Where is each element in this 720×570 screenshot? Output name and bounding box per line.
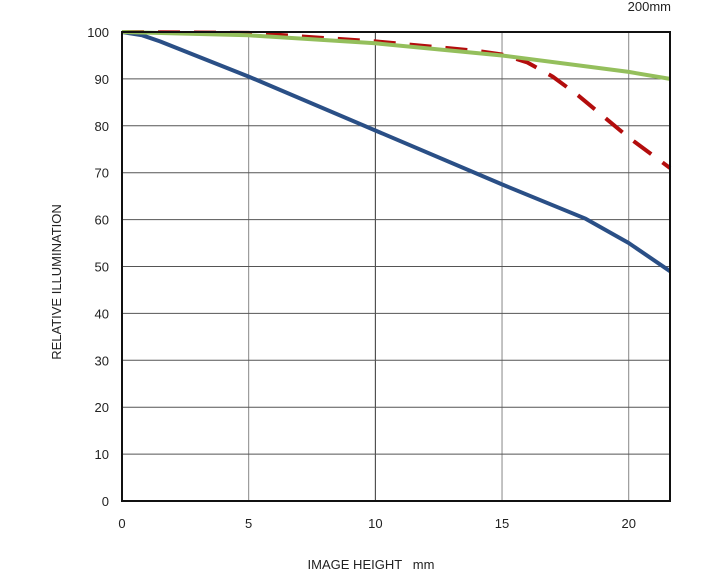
y-tick-label: 100 — [87, 25, 109, 40]
y-tick-label: 60 — [95, 213, 109, 228]
x-tick-label: 10 — [368, 516, 382, 531]
y-tick-label: 10 — [95, 447, 109, 462]
x-axis-label: IMAGE HEIGHT mm — [308, 557, 435, 570]
y-tick-label: 50 — [95, 260, 109, 275]
grid — [122, 32, 670, 501]
series-green — [121, 30, 671, 81]
y-tick-label: 40 — [95, 306, 109, 321]
y-tick-label: 70 — [95, 166, 109, 181]
x-tick-label: 20 — [621, 516, 635, 531]
y-tick-label: 0 — [102, 494, 109, 509]
x-tick-label: 5 — [245, 516, 252, 531]
series-blue — [121, 30, 672, 273]
x-tick-label: 0 — [118, 516, 125, 531]
y-tick-label: 90 — [95, 72, 109, 87]
x-tick-label: 15 — [495, 516, 509, 531]
y-ticks: 0 10 20 30 40 50 60 70 80 90 100 — [87, 25, 109, 509]
y-tick-label: 80 — [95, 119, 109, 134]
series-red-dashed — [121, 30, 672, 170]
chart-title: 200mm — [628, 0, 671, 14]
series-lines — [121, 30, 672, 273]
plot-frame — [121, 31, 671, 502]
y-tick-label: 20 — [95, 400, 109, 415]
y-tick-label: 30 — [95, 353, 109, 368]
x-ticks: 0 5 10 15 20 — [118, 516, 636, 531]
y-axis-label: RELATIVE ILLUMINATION — [49, 204, 64, 360]
